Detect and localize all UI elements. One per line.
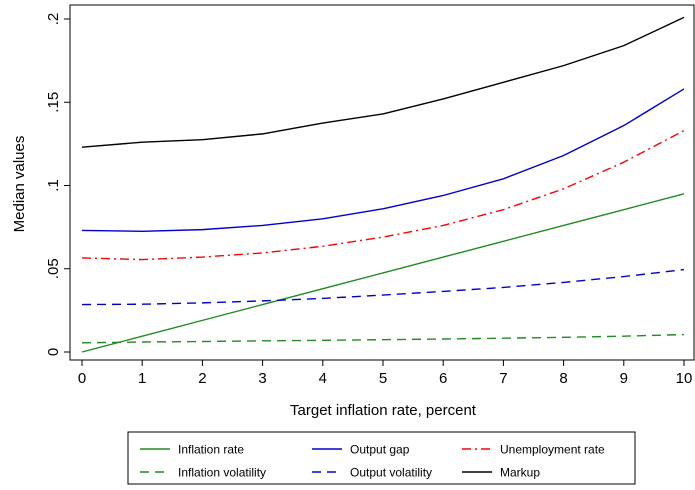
y-axis-label: Median values	[11, 136, 28, 233]
x-tick-label: 6	[439, 370, 447, 387]
plot-area	[69, 4, 695, 361]
legend-label: Inflation volatility	[178, 466, 266, 480]
y-tick-label: .1	[45, 179, 62, 192]
series-line-output-volatility	[81, 268, 685, 306]
x-tick-label: 7	[499, 370, 507, 387]
x-tick-label: 3	[258, 370, 266, 387]
series-line-unemployment-rate	[81, 129, 685, 261]
x-axis-label: Target inflation rate, percent	[290, 402, 477, 419]
series-line-output-gap	[81, 88, 685, 232]
series-line-inflation-rate	[81, 193, 685, 353]
x-tick-label: 10	[676, 370, 693, 387]
y-tick-label: .05	[45, 258, 62, 279]
legend-box	[127, 431, 636, 485]
series-layer	[81, 16, 685, 353]
x-tick-label: 5	[379, 370, 387, 387]
legend-label: Markup	[500, 466, 540, 480]
y-tick-label: .2	[45, 13, 62, 26]
x-tick-label: 0	[78, 370, 86, 387]
y-tick-label: .15	[45, 92, 62, 113]
x-tick-label: 2	[198, 370, 206, 387]
x-tick-label: 1	[138, 370, 146, 387]
x-tick-label: 4	[319, 370, 327, 387]
x-axis: 0 1 2 3 4 5 6 7 8 9 10	[78, 360, 693, 387]
legend-label: Unemployment rate	[500, 443, 605, 457]
series-line-inflation-volatility	[81, 333, 685, 344]
y-axis: 0 .05 .1 .15 .2	[45, 13, 70, 356]
legend-label: Output gap	[350, 443, 410, 457]
y-tick-label: 0	[45, 348, 62, 356]
x-tick-label: 9	[620, 370, 628, 387]
legend-label: Inflation rate	[178, 443, 244, 457]
legend-label: Output volatility	[350, 466, 432, 480]
series-line-markup	[81, 16, 685, 148]
x-tick-label: 8	[559, 370, 567, 387]
plot-frame	[69, 4, 695, 361]
legend: Inflation rate Output gap Unemployment rat…	[127, 431, 636, 485]
